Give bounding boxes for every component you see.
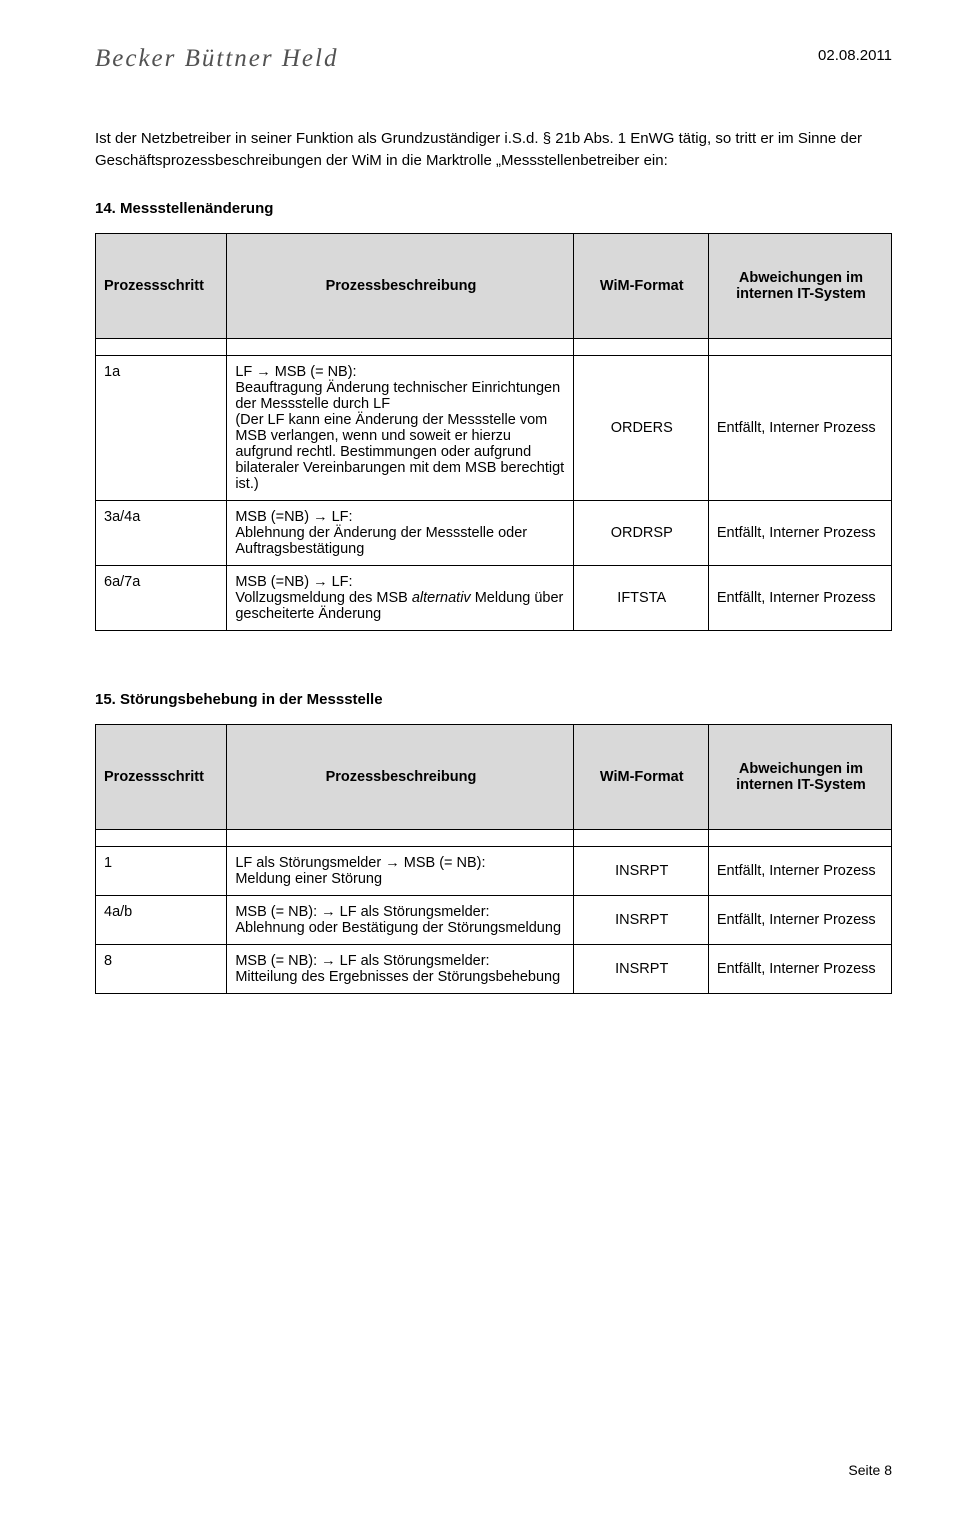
col-prozessbeschreibung: Prozessbeschreibung: [227, 724, 573, 829]
table-header-row: Prozessschritt Prozessbeschreibung WiM-F…: [96, 233, 892, 338]
cell-format: INSRPT: [573, 846, 708, 895]
table-section-15: Prozessschritt Prozessbeschreibung WiM-F…: [95, 724, 892, 994]
intro-paragraph: Ist der Netzbetreiber in seiner Funktion…: [95, 128, 892, 172]
section-14-heading: 14. Messstellenänderung: [95, 200, 892, 217]
cell-step: 1a: [96, 355, 227, 500]
cell-format: ORDRSP: [573, 500, 708, 565]
cell-desc-text: MSB (= NB): → LF als Störungsmelder: Abl…: [235, 904, 561, 936]
spacer-row: [96, 829, 892, 846]
cell-dev: Entfällt, Interner Prozess: [708, 846, 891, 895]
cell-desc: LF als Störungsmelder → MSB (= NB): Meld…: [227, 846, 573, 895]
spacer-row: [96, 338, 892, 355]
table-row: 1 LF als Störungsmelder → MSB (= NB): Me…: [96, 846, 892, 895]
table-row: 6a/7a MSB (=NB) → LF: Vollzugsmeldung de…: [96, 565, 892, 630]
section-15-heading: 15. Störungsbehebung in der Messstelle: [95, 691, 892, 708]
col-abweichungen: Abweichungen im internen IT-System: [708, 233, 891, 338]
cell-desc: MSB (=NB) → LF: Vollzugsmeldung des MSB …: [227, 565, 573, 630]
header-date: 02.08.2011: [818, 47, 892, 64]
cell-step: 1: [96, 846, 227, 895]
header: Becker Büttner Held 02.08.2011: [95, 45, 892, 73]
cell-desc: MSB (= NB): → LF als Störungsmelder: Mit…: [227, 944, 573, 993]
cell-desc-text: LF → MSB (= NB): Beauftragung Änderung t…: [235, 364, 564, 492]
logo-text: Becker Büttner Held: [95, 45, 338, 73]
table-header-row: Prozessschritt Prozessbeschreibung WiM-F…: [96, 724, 892, 829]
col-abweichungen: Abweichungen im internen IT-System: [708, 724, 891, 829]
col-wim-format: WiM-Format: [573, 724, 708, 829]
cell-desc: LF → MSB (= NB): Beauftragung Änderung t…: [227, 355, 573, 500]
cell-dev: Entfällt, Interner Prozess: [708, 565, 891, 630]
cell-dev: Entfällt, Interner Prozess: [708, 355, 891, 500]
cell-desc: MSB (= NB): → LF als Störungsmelder: Abl…: [227, 895, 573, 944]
page-footer: Seite 8: [848, 1462, 892, 1478]
cell-format: ORDERS: [573, 355, 708, 500]
table-row: 3a/4a MSB (=NB) → LF: Ablehnung der Ände…: [96, 500, 892, 565]
col-wim-format: WiM-Format: [573, 233, 708, 338]
col-prozessbeschreibung: Prozessbeschreibung: [227, 233, 573, 338]
cell-dev: Entfällt, Interner Prozess: [708, 500, 891, 565]
cell-format: IFTSTA: [573, 565, 708, 630]
col-prozessschritt: Prozessschritt: [96, 724, 227, 829]
cell-format: INSRPT: [573, 944, 708, 993]
cell-desc-text: LF als Störungsmelder → MSB (= NB): Meld…: [235, 855, 485, 887]
cell-desc-em: alternativ: [412, 590, 471, 606]
cell-step: 6a/7a: [96, 565, 227, 630]
cell-desc: MSB (=NB) → LF: Ablehnung der Änderung d…: [227, 500, 573, 565]
table-section-14: Prozessschritt Prozessbeschreibung WiM-F…: [95, 233, 892, 631]
col-prozessschritt: Prozessschritt: [96, 233, 227, 338]
cell-step: 4a/b: [96, 895, 227, 944]
table-row: 1a LF → MSB (= NB): Beauftragung Änderun…: [96, 355, 892, 500]
cell-desc-text: MSB (=NB) → LF: Ablehnung der Änderung d…: [235, 509, 527, 557]
cell-format: INSRPT: [573, 895, 708, 944]
cell-step: 8: [96, 944, 227, 993]
table-row: 4a/b MSB (= NB): → LF als Störungsmelder…: [96, 895, 892, 944]
cell-dev: Entfällt, Interner Prozess: [708, 944, 891, 993]
cell-dev: Entfällt, Interner Prozess: [708, 895, 891, 944]
table-row: 8 MSB (= NB): → LF als Störungsmelder: M…: [96, 944, 892, 993]
cell-desc-pre: MSB (=NB) → LF: Vollzugsmeldung des MSB: [235, 574, 412, 606]
cell-step: 3a/4a: [96, 500, 227, 565]
page: Becker Büttner Held 02.08.2011 Ist der N…: [0, 0, 960, 1518]
cell-desc-text: MSB (= NB): → LF als Störungsmelder: Mit…: [235, 953, 560, 985]
